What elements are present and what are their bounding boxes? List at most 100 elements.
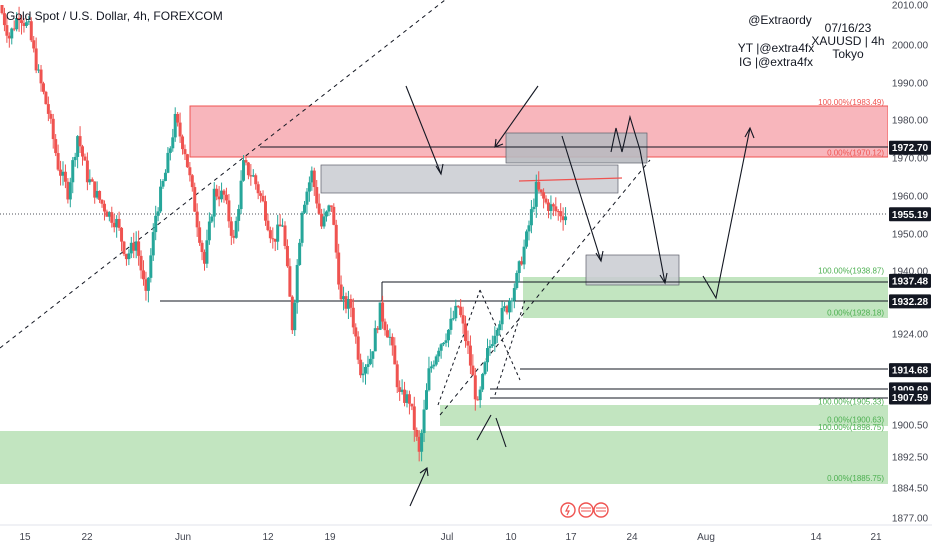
- candle-body: [400, 389, 404, 392]
- candle-body: [61, 171, 65, 176]
- us-flag-icon-2[interactable]: [593, 502, 609, 518]
- candle-body: [449, 318, 453, 330]
- candle-body: [417, 436, 421, 452]
- candle-body: [171, 137, 175, 149]
- fib-label: 0.00%(1928.18): [827, 309, 884, 318]
- candle-body: [195, 211, 199, 228]
- candle-body: [366, 364, 370, 367]
- candle-body: [107, 212, 111, 217]
- candle-body: [90, 179, 94, 182]
- candle-body: [339, 284, 343, 300]
- candle-body: [398, 387, 402, 392]
- arrow-down-left: [405, 85, 442, 175]
- fib-label: 100.00%(1938.87): [818, 266, 884, 275]
- price-tag-label: 1907.59: [892, 393, 929, 404]
- y-tick-label: 1940.00: [892, 267, 929, 278]
- fib-label: 100.00%(1905.33): [818, 397, 884, 406]
- candle-body: [490, 344, 494, 347]
- candle-body: [327, 205, 331, 212]
- candle-body: [68, 182, 72, 200]
- candle-body: [51, 118, 55, 140]
- candle-body: [59, 169, 63, 176]
- candle-body: [464, 323, 468, 342]
- candle-body: [29, 21, 33, 41]
- candle-body: [385, 330, 389, 338]
- candle-body: [273, 238, 277, 242]
- candle-body: [261, 195, 265, 202]
- candle-body: [456, 305, 460, 307]
- candle-body: [115, 218, 119, 228]
- candle-body: [0, 5, 4, 14]
- candle-body: [429, 366, 433, 369]
- candle-body: [95, 190, 99, 198]
- price-tag-label: 1914.68: [892, 366, 929, 377]
- fib-label: 100.00%(1898.75): [818, 423, 884, 432]
- x-tick-label: 24: [626, 532, 638, 543]
- candle-body: [293, 302, 297, 331]
- candle-body: [122, 241, 126, 255]
- watermark-ig: IG |@extra4fx: [739, 55, 813, 69]
- candle-body: [364, 366, 368, 374]
- arrow-up-bottom: [409, 467, 428, 507]
- arrowhead-1: [435, 163, 444, 176]
- candle-body: [15, 18, 19, 30]
- level-layer: [0, 146, 888, 399]
- candle-body: [244, 160, 248, 163]
- flash-event-icon[interactable]: [560, 502, 576, 518]
- candle-body: [263, 201, 267, 221]
- candle-body: [546, 202, 550, 211]
- candle-body: [410, 403, 414, 407]
- candle-body: [488, 346, 492, 349]
- candle-body: [81, 146, 85, 157]
- candle-body: [512, 288, 516, 301]
- candle-body: [383, 321, 387, 331]
- candle-body: [381, 302, 385, 322]
- candle-body: [281, 225, 285, 227]
- candle-body: [461, 315, 465, 324]
- candle-body: [415, 429, 419, 437]
- candle-body: [56, 153, 60, 170]
- candle-body: [259, 193, 263, 196]
- us-flag-icon-1[interactable]: [578, 502, 594, 518]
- price-tag-label: 1909.69: [892, 385, 929, 396]
- candle-body: [73, 156, 77, 161]
- candle-body: [76, 136, 80, 157]
- price-tag-label: 1955.19: [892, 210, 929, 221]
- watermark-handle: @Extraordy: [748, 13, 812, 27]
- candle-body: [22, 23, 26, 26]
- candle-body: [266, 220, 270, 231]
- candle-body: [537, 181, 541, 190]
- candle-body: [2, 13, 6, 26]
- fib-label: 0.00%(1970.12): [827, 149, 884, 158]
- candle-body: [159, 186, 163, 212]
- candle-body: [149, 255, 153, 278]
- x-tick-label: 10: [505, 532, 517, 543]
- candle-body: [493, 335, 497, 345]
- trendline-small-3: [494, 299, 526, 396]
- watermark-symbol: XAUUSD | 4h: [811, 34, 885, 48]
- candle-body: [320, 213, 324, 227]
- candle-body: [227, 200, 231, 222]
- candle-body: [373, 328, 377, 352]
- candle-body: [239, 180, 243, 210]
- event-icons[interactable]: [560, 502, 609, 518]
- price-tag-label: 1932.28: [892, 297, 929, 308]
- candle-body: [390, 336, 394, 346]
- candle-body: [437, 350, 441, 357]
- candle-body: [354, 327, 358, 337]
- price-tag-label: 1972.70: [892, 143, 929, 154]
- candle-body: [202, 252, 206, 264]
- candle-body: [32, 40, 36, 49]
- candle-body: [185, 154, 189, 168]
- candle-body: [393, 345, 397, 365]
- candle-body: [420, 433, 424, 452]
- candle-body: [559, 211, 563, 217]
- candle-body: [515, 272, 519, 289]
- support-zone-upper: [523, 277, 888, 318]
- x-tick-label: 14: [810, 532, 822, 543]
- candle-body: [324, 211, 328, 217]
- zigzag-path: [610, 114, 666, 284]
- candle-body: [83, 156, 87, 161]
- candle-body: [305, 191, 309, 205]
- candle-body: [312, 170, 316, 188]
